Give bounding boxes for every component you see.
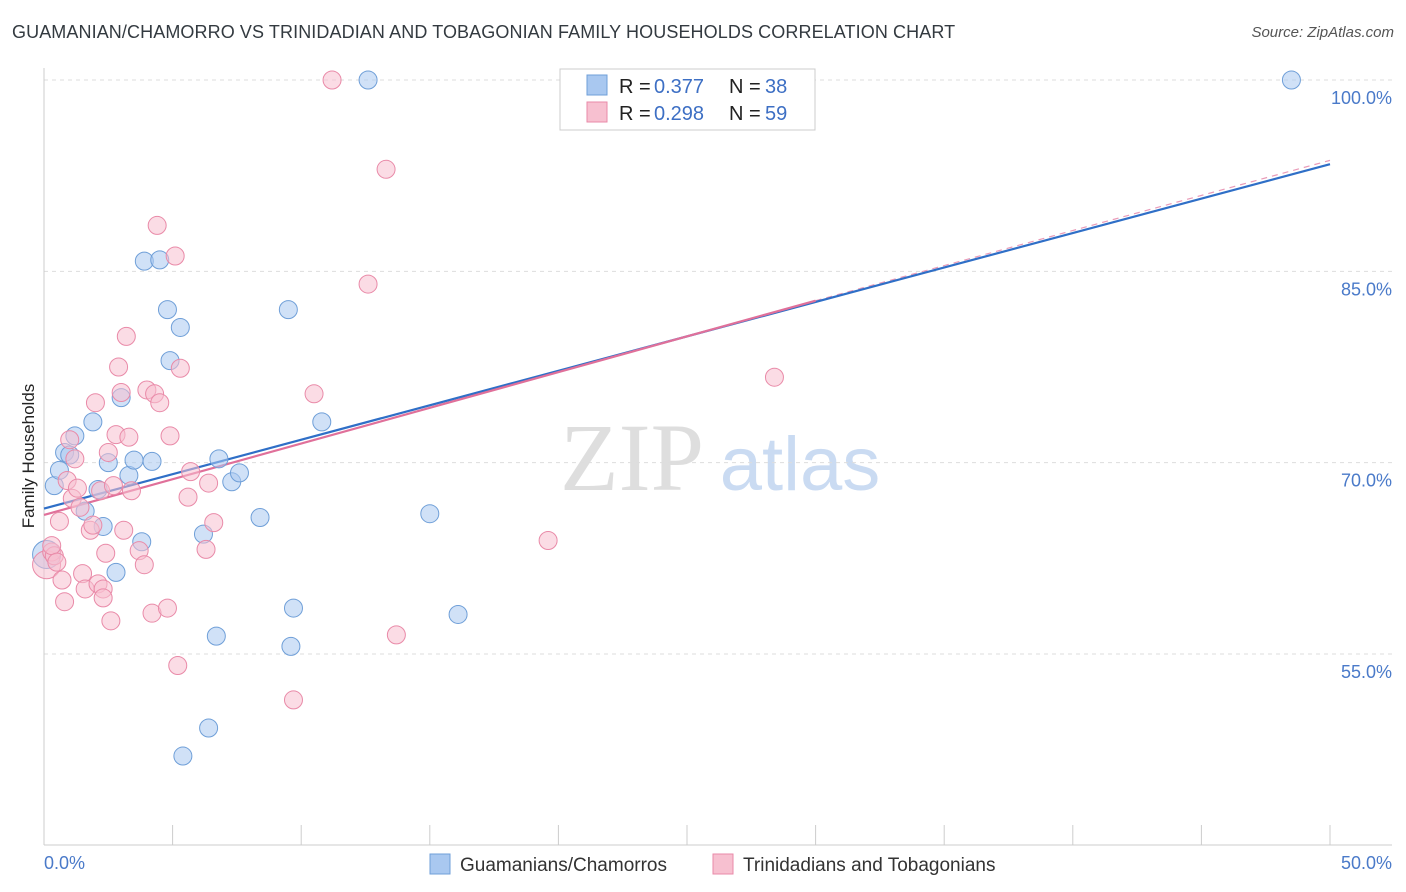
point-guamanian-25 — [206, 626, 226, 646]
legend-swatch-trinidadian — [586, 101, 608, 123]
point-guamanian-36 — [448, 604, 468, 624]
point-guamanian-32 — [283, 598, 303, 618]
point-trinidadian-49 — [322, 70, 342, 90]
point-trinidadian-24 — [109, 357, 129, 377]
legend-r-value-1: 0.377 — [654, 76, 704, 98]
point-trinidadian-19 — [93, 588, 113, 608]
point-trinidadian-25 — [111, 383, 131, 403]
point-trinidadian-38 — [160, 426, 180, 446]
point-trinidadian-31 — [134, 555, 154, 575]
point-trinidadian-36 — [150, 393, 170, 413]
point-trinidadian-28 — [119, 427, 139, 447]
series-label-guamanian: Guamanians/Chamorros — [460, 855, 667, 876]
point-trinidadian-56 — [47, 552, 67, 572]
x-tick-label-0: 0.0% — [44, 853, 85, 873]
legend-r-value-2: 0.298 — [654, 103, 704, 125]
point-guamanian-34 — [358, 70, 378, 90]
point-guamanian-14 — [124, 450, 144, 470]
point-guamanian-7 — [83, 412, 103, 432]
legend-n-value-1: 38 — [765, 76, 787, 98]
trend-line-trinidadian-extension — [815, 159, 1331, 302]
point-guamanian-21 — [170, 317, 190, 337]
point-trinidadian-57 — [70, 497, 90, 517]
point-trinidadian-40 — [168, 655, 188, 675]
point-trinidadian-3 — [49, 511, 69, 531]
point-guamanian-22 — [173, 746, 193, 766]
point-trinidadian-35 — [147, 215, 167, 235]
point-trinidadian-43 — [181, 462, 201, 482]
point-trinidadian-55 — [42, 536, 62, 556]
stats-legend: R = 0.377 N = 38 R = 0.298 N = 59 — [559, 68, 816, 131]
point-trinidadian-10 — [67, 478, 87, 498]
x-tick-label-1: 50.0% — [1341, 853, 1392, 873]
point-trinidadian-26 — [114, 520, 134, 540]
point-guamanian-29 — [250, 508, 270, 528]
point-trinidadian-52 — [386, 625, 406, 645]
point-trinidadian-15 — [85, 393, 105, 413]
point-trinidadian-46 — [204, 513, 224, 533]
point-guamanian-37 — [1281, 70, 1301, 90]
source-label: Source: ZipAtlas.com — [1251, 24, 1394, 41]
point-trinidadian-44 — [196, 539, 216, 559]
point-trinidadian-22 — [103, 476, 123, 496]
point-trinidadian-9 — [65, 449, 85, 469]
point-trinidadian-14 — [83, 515, 103, 535]
axes: 100.0% 85.0% 70.0% 55.0% 0.0% 50.0% — [43, 68, 1392, 873]
legend-swatch-guamanian — [586, 74, 608, 96]
point-guamanian-31 — [281, 636, 301, 656]
point-trinidadian-42 — [178, 487, 198, 507]
point-trinidadian-21 — [101, 611, 121, 631]
legend-r-label-2: R = — [619, 103, 651, 125]
point-guamanian-19 — [157, 300, 177, 320]
point-guamanian-24 — [199, 718, 219, 738]
series-label-trinidadian: Trinidadians and Tobagonians — [743, 855, 995, 876]
series-legend: Guamanians/Chamorros Trinidadians and To… — [429, 853, 995, 876]
trend-lines — [43, 159, 1331, 517]
point-guamanian-17 — [142, 451, 162, 471]
series-swatch-trinidadian — [712, 853, 734, 875]
y-tick-label-3: 55.0% — [1341, 662, 1392, 682]
point-trinidadian-51 — [376, 159, 396, 179]
point-trinidadian-27 — [116, 326, 136, 346]
y-axis-label: Family Households — [19, 384, 38, 529]
point-trinidadian-50 — [358, 274, 378, 294]
point-trinidadian-45 — [199, 473, 219, 493]
legend-r-label-1: R = — [619, 76, 651, 98]
point-guamanian-26 — [209, 449, 229, 469]
gridlines — [44, 79, 1392, 655]
point-trinidadian-29 — [121, 481, 141, 501]
point-trinidadian-37 — [157, 598, 177, 618]
chart-title: GUAMANIAN/CHAMORRO VS TRINIDADIAN AND TO… — [12, 22, 956, 42]
point-guamanian-11 — [106, 562, 126, 582]
legend-n-value-2: 59 — [765, 103, 787, 125]
point-trinidadian-7 — [60, 430, 80, 450]
point-trinidadian-41 — [170, 358, 190, 378]
y-tick-label-1: 85.0% — [1341, 279, 1392, 299]
point-trinidadian-39 — [165, 246, 185, 266]
point-guamanian-35 — [420, 504, 440, 524]
legend-n-label-1: N = — [729, 76, 761, 98]
point-trinidadian-4 — [52, 570, 72, 590]
watermark-zip: ZIP — [560, 404, 704, 511]
point-guamanian-33 — [312, 412, 332, 432]
point-guamanian-28 — [229, 463, 249, 483]
legend-n-label-2: N = — [729, 103, 761, 125]
point-trinidadian-54 — [764, 367, 784, 387]
point-trinidadian-48 — [304, 384, 324, 404]
data-points — [32, 70, 1301, 766]
point-trinidadian-58 — [96, 543, 116, 563]
y-tick-label-2: 70.0% — [1341, 471, 1392, 491]
watermark-atlas: atlas — [720, 422, 881, 507]
zipatlas-watermark: ZIP atlas — [560, 404, 880, 511]
point-trinidadian-53 — [538, 530, 558, 550]
y-tick-label-0: 100.0% — [1331, 88, 1392, 108]
point-trinidadian-47 — [283, 690, 303, 710]
point-trinidadian-20 — [98, 442, 118, 462]
series-swatch-guamanian — [429, 853, 451, 875]
point-guamanian-30 — [278, 300, 298, 320]
point-trinidadian-5 — [55, 592, 75, 612]
trend-line-trinidadian — [43, 299, 816, 517]
